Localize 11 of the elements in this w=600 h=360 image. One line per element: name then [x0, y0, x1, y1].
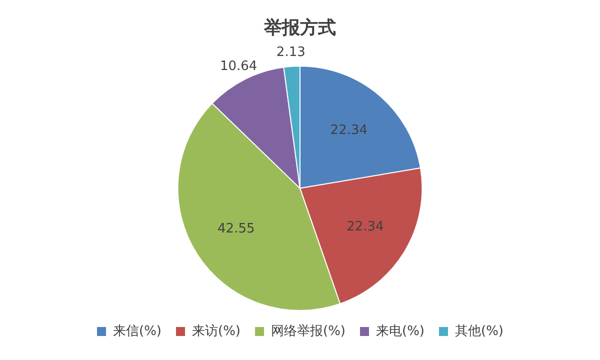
legend-label: 网络举报(%) [271, 324, 346, 339]
legend-label: 来信(%) [113, 324, 162, 339]
legend-label: 其他(%) [454, 324, 504, 339]
data-label: 2.13 [276, 44, 306, 60]
legend-label: 来访(%) [192, 322, 241, 339]
data-label: 22.34 [346, 219, 384, 234]
legend-label: 来电(%) [376, 324, 424, 339]
data-label: 10.64 [220, 59, 258, 74]
data-label: 22.34 [330, 122, 368, 138]
chart-title: 举报方式 [263, 17, 336, 38]
data-label: 42.55 [218, 221, 255, 236]
